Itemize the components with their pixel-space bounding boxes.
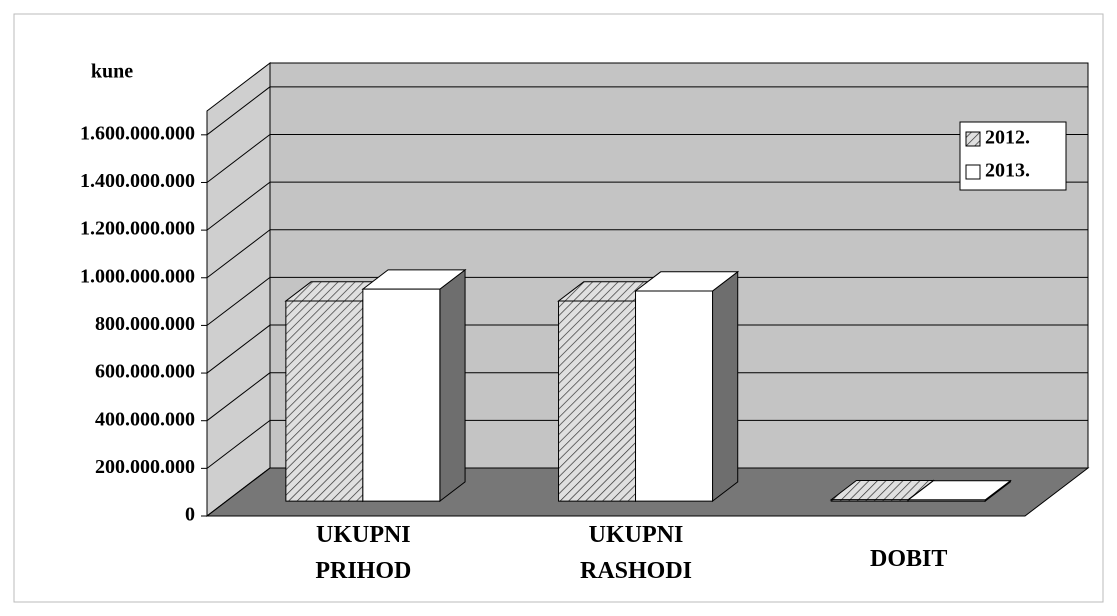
grid-line	[206, 324, 271, 374]
y-axis-label: kune	[91, 61, 133, 83]
grid-line	[206, 277, 271, 326]
bar-side	[712, 270, 739, 503]
legend-swatch	[965, 131, 981, 147]
grid-line	[206, 229, 271, 279]
legend-label: 2012.	[985, 127, 1030, 149]
bar-front	[558, 300, 637, 502]
y-tick-label: 600.000.000	[95, 361, 195, 383]
y-tick-label: 1.400.000.000	[80, 170, 195, 192]
y-tick-label: 0	[185, 504, 195, 526]
y-tick-label: 1.600.000.000	[80, 122, 195, 144]
bar	[634, 270, 740, 503]
bar-front	[285, 300, 364, 502]
x-tick-label: UKUPNI RASHODI	[580, 522, 692, 584]
grid-line	[206, 419, 271, 469]
bar-front	[907, 499, 986, 502]
x-tick-label: UKUPNI PRIHOD	[315, 522, 411, 584]
grid-line	[206, 372, 271, 422]
grid-line	[206, 134, 271, 183]
grid-line	[206, 467, 271, 517]
y-tick-label: 400.000.000	[95, 408, 195, 430]
y-tick-label: 1.000.000.000	[80, 265, 195, 287]
legend-label: 2013.	[985, 160, 1030, 182]
side-wall	[206, 61, 271, 518]
grid-line	[206, 181, 271, 231]
y-tick-label: 1.200.000.000	[80, 218, 195, 240]
bar-front	[830, 499, 909, 502]
bar	[906, 479, 1012, 503]
legend-swatch	[965, 164, 981, 180]
bar-side	[439, 268, 466, 503]
bar	[361, 268, 467, 503]
bar-front	[362, 288, 441, 502]
bar-front	[635, 290, 714, 502]
y-tick-label: 800.000.000	[95, 313, 195, 335]
grid-line	[206, 86, 271, 136]
x-tick-label: DOBIT	[870, 546, 947, 572]
y-tick-label: 200.000.000	[95, 456, 195, 478]
